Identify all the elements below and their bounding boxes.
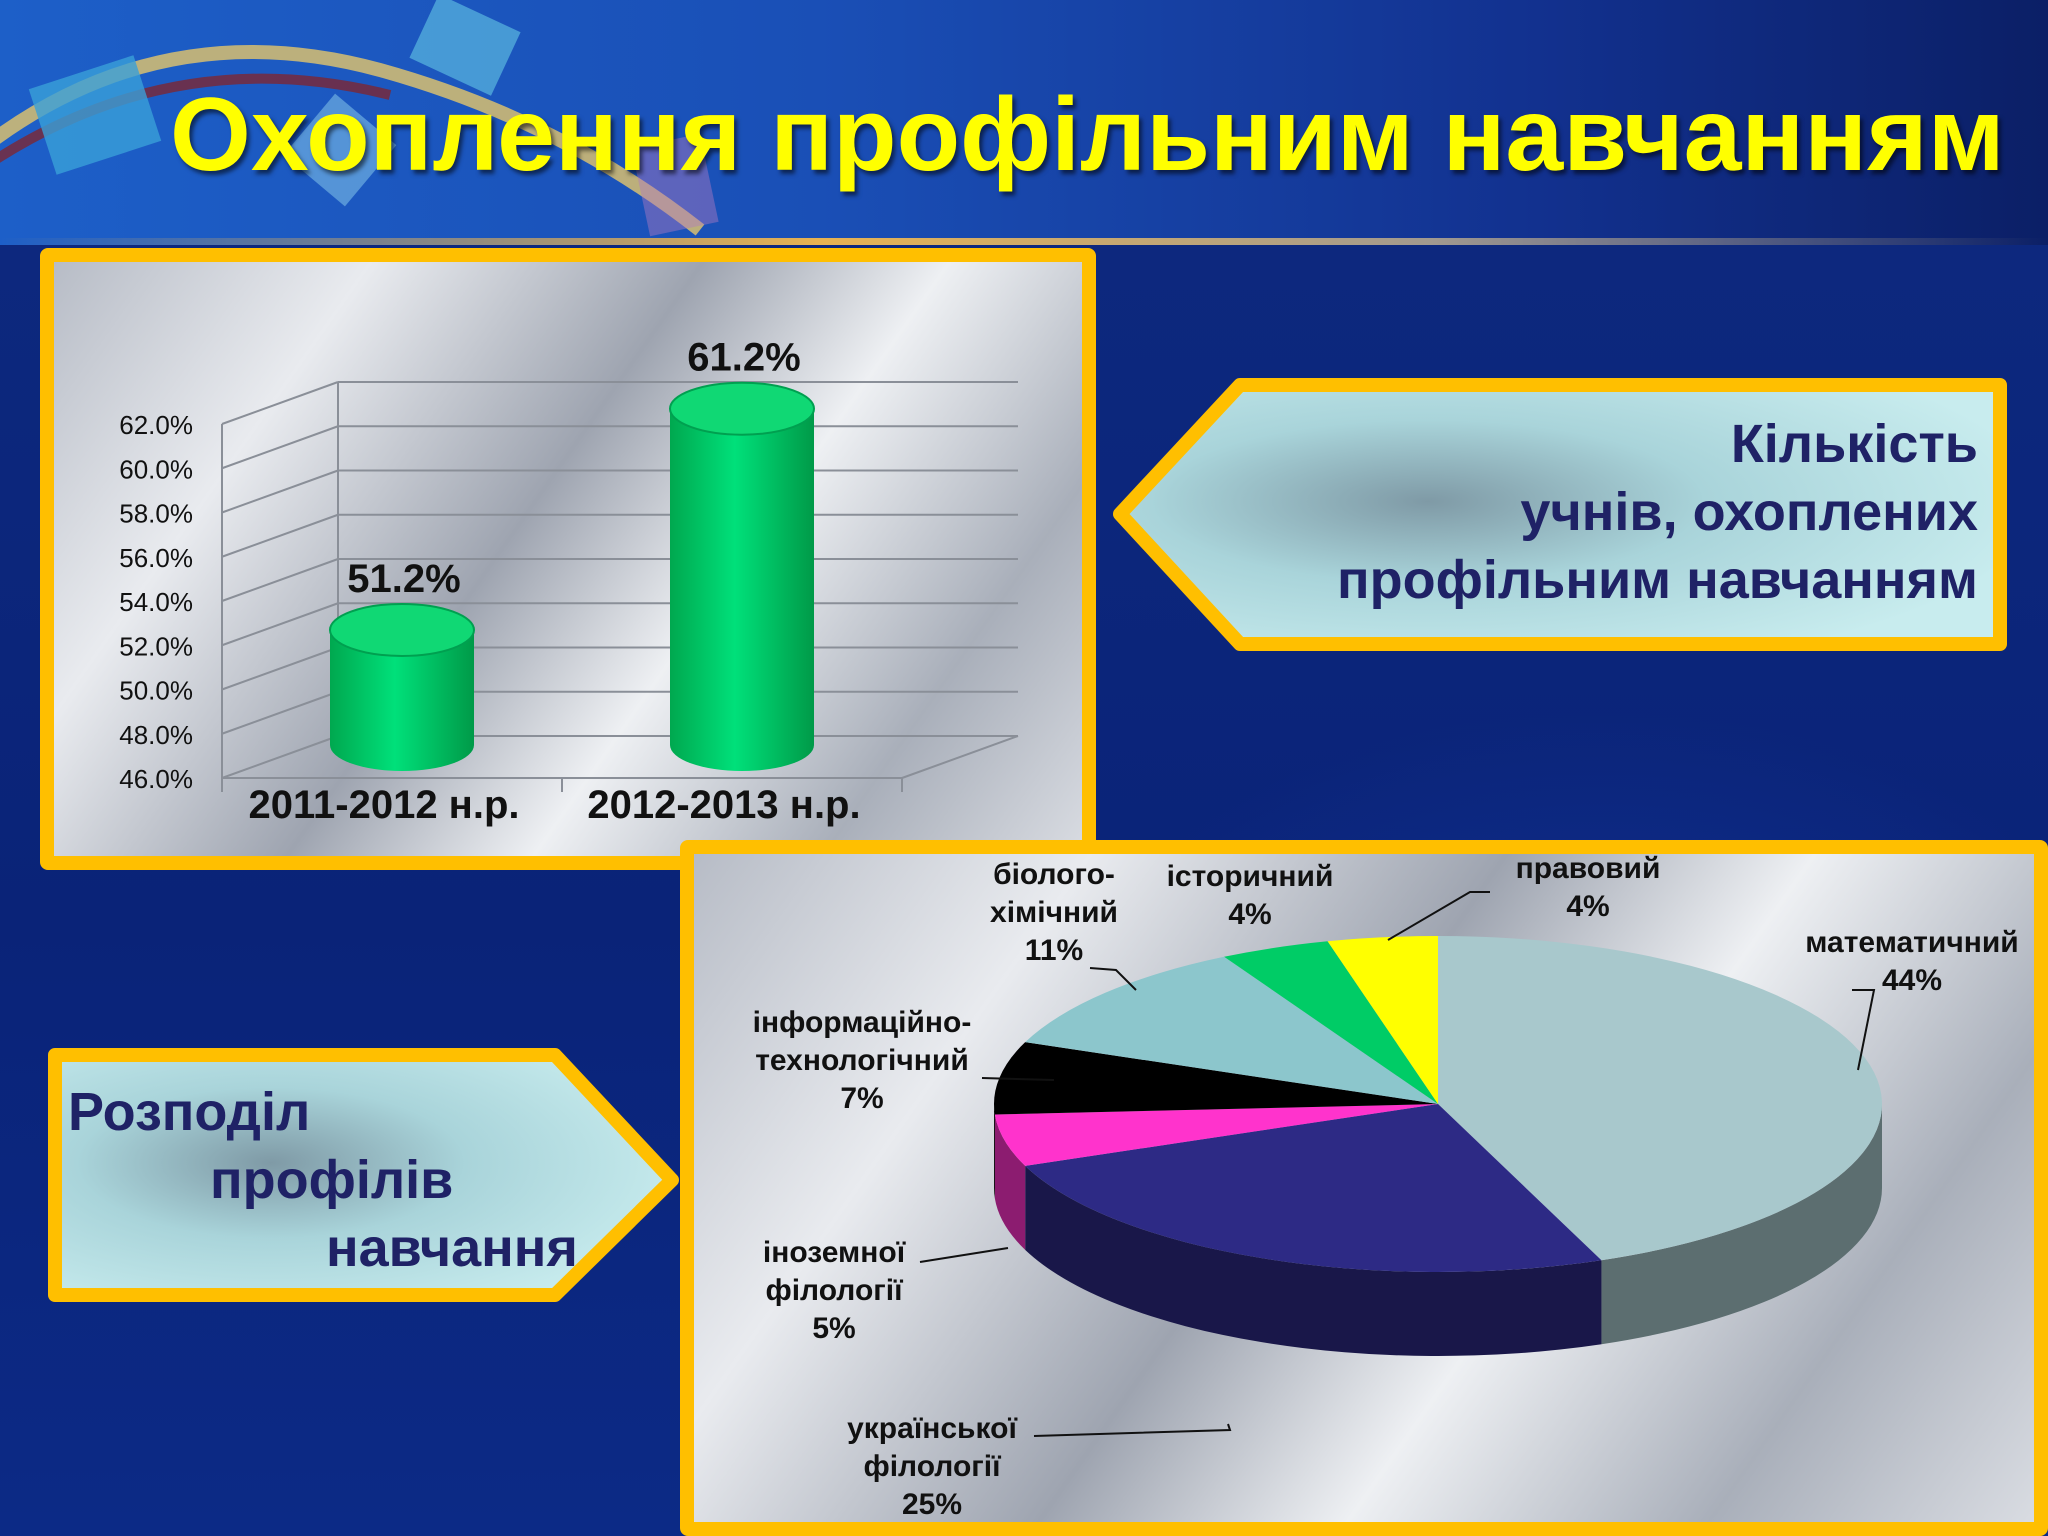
callout-distribution-line: навчання [326,1218,578,1278]
pie-slice-label-line: 7% [840,1082,883,1115]
pie-slice-label-line: технологічний [755,1044,969,1077]
y-tick-label: 62.0% [119,410,193,440]
pie-slice-side [994,1114,1026,1250]
pie-leader-line [919,1247,1009,1263]
pie-leader-line [981,1077,1055,1081]
pie-slice-label-line: 4% [1566,890,1609,923]
pie-slice-label-line: хімічний [990,896,1118,929]
pie-slice [1025,1104,1602,1272]
gridline [221,513,339,558]
gridline [221,735,339,779]
pie-slice [1025,956,1438,1104]
pie-slice-label-line: математичний [1805,926,2019,959]
pie-slice-label-line: 44% [1882,964,1942,997]
floor-edge [901,735,1019,779]
bar-top [669,381,815,436]
bar-data-label: 51.2% [347,557,460,601]
callout-distribution-line: Розподіл [68,1082,311,1142]
pie-leader-line [1852,989,1876,1071]
header-stripe [0,238,2048,245]
bar-top [329,602,475,657]
pie-slice-side [1025,1165,1602,1356]
pie-slice-label-line: української [847,1412,1017,1445]
y-tick-label: 52.0% [119,631,193,661]
y-tick-label: 54.0% [119,587,193,617]
callout-count-text: Кількість учнів, охоплених профільним на… [1218,410,1978,614]
pie-leader-line [1033,1423,1232,1437]
y-tick-label: 48.0% [119,720,193,750]
pie-slice-label-line: історичний [1167,860,1334,893]
pie-slice-label: української філології 25% [847,1412,1017,1521]
gridline [221,602,339,647]
pie-slice [994,1042,1438,1115]
pie-slice-side [994,1104,995,1199]
pie-slice-label: іноземної філології 5% [763,1236,906,1345]
pie-slice-label: інформаційно-технологічний 7% [753,1006,972,1115]
gridline [221,690,339,735]
bar [330,629,474,771]
pie-slice-label-line: 5% [812,1312,855,1345]
pie-slice-label: правовий 4% [1516,852,1661,923]
callout-count-line: профільним навчанням [1337,550,1978,610]
x-category-label: 2011-2012 н.р. [248,783,519,827]
bar-data-label: 61.2% [687,336,800,380]
pie-slice-label-line: 11% [1025,934,1083,967]
y-tick-label: 60.0% [119,454,193,484]
pie-slice-label-line: інформаційно- [753,1006,972,1039]
pie-side-group [994,1104,1882,1356]
x-category-label: 2012-2013 н.р. [587,783,860,827]
callout-count-line: Кількість [1730,414,1978,474]
gridline [221,381,339,425]
pie-slice-label: біолого-хімічний 11% [990,858,1118,967]
pie-slice-label-line: філології [863,1450,1001,1483]
pie-slice [994,1104,1438,1166]
pie-slice [1327,936,1438,1104]
callout-distribution-text: Розподіл профілів навчання [68,1078,628,1282]
pie-slice [1438,936,1882,1261]
pie-slice-label: історичний 4% [1167,860,1334,931]
gridline [221,425,339,470]
pie-leader-line [1387,891,1490,941]
gridline [221,469,339,514]
pie-slice-label-line: правовий [1516,852,1661,885]
gridline [221,558,339,602]
decorative-graphic [0,0,719,237]
y-tick-label: 58.0% [119,499,193,529]
y-tick-label: 50.0% [119,676,193,706]
pie-slice-label-line: філології [765,1274,903,1307]
pie-slice-label: математичний 44% [1805,926,2019,997]
pie-slice-label-line: 4% [1228,898,1271,931]
bar [670,408,814,771]
pie-slice-label-line: 25% [902,1488,962,1521]
header-band [0,0,2048,245]
y-tick-label: 46.0% [119,764,193,794]
gridline [221,646,339,691]
pie-slice-side [1601,1104,1882,1345]
callout-count-line: учнів, охоплених [1520,482,1978,542]
pie-slice-label-line: іноземної [763,1236,906,1269]
slide-title: Охоплення профільним навчанням [170,77,2005,193]
pie-leader-line [1089,967,1137,991]
pie-slice-label-line: біолого- [993,858,1115,891]
y-tick-label: 56.0% [119,543,193,573]
callout-distribution-line: профілів [210,1150,454,1210]
pie-slice [1224,941,1438,1104]
